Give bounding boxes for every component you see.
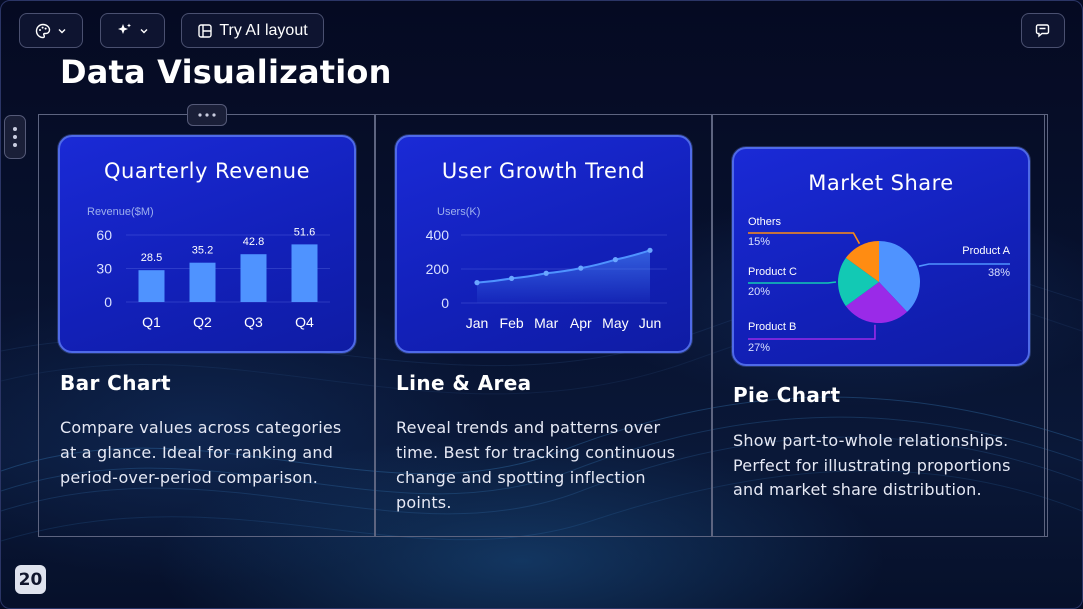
try-ai-layout-label: Try AI layout bbox=[219, 21, 308, 39]
pie-slice bbox=[845, 241, 879, 282]
leader-line bbox=[748, 281, 837, 284]
page-number-badge: 20 bbox=[15, 565, 46, 594]
data-point bbox=[474, 280, 480, 286]
pie-chart: Product A 38% Product B 27% Product C 20% Othe… bbox=[748, 216, 1011, 354]
side-drag-handle[interactable] bbox=[4, 115, 26, 159]
comment-icon bbox=[1035, 24, 1049, 38]
bar-chart-card[interactable]: Quarterly Revenue Revenue($M) 0 30 60 28.5 Q1… bbox=[58, 135, 356, 353]
pie-chart-card[interactable]: Market Share Product A 38% Product B 27% Pro… bbox=[732, 147, 1030, 366]
x-tick-label: Jan bbox=[466, 315, 489, 331]
leader-line bbox=[918, 263, 1010, 267]
palette-icon bbox=[35, 23, 51, 38]
column-divider bbox=[374, 114, 376, 537]
data-point bbox=[509, 275, 515, 281]
pie-slice bbox=[879, 241, 920, 312]
column-description[interactable]: Reveal trends and patterns over time. Be… bbox=[396, 418, 676, 512]
column-heading[interactable]: Pie Chart bbox=[733, 383, 841, 407]
bar bbox=[189, 262, 216, 302]
slice-name-label: Product A bbox=[962, 245, 1010, 257]
y-tick-label: 0 bbox=[441, 295, 449, 311]
x-tick-label: Jun bbox=[639, 315, 662, 331]
slice-value-label: 15% bbox=[748, 236, 770, 248]
leader-line bbox=[748, 324, 876, 340]
block-drag-handle[interactable] bbox=[187, 104, 227, 126]
column-heading[interactable]: Bar Chart bbox=[60, 371, 172, 395]
slice-value-label: 27% bbox=[748, 342, 770, 354]
column-divider bbox=[1044, 114, 1045, 537]
content-grid bbox=[38, 114, 1048, 537]
try-ai-layout-button[interactable]: Try AI layout bbox=[181, 13, 324, 48]
bar bbox=[240, 254, 267, 302]
x-tick-label: Q4 bbox=[295, 314, 314, 330]
x-tick-label: Q1 bbox=[142, 314, 161, 330]
x-tick-label: Feb bbox=[500, 315, 524, 331]
horizontal-dots-icon bbox=[198, 113, 216, 117]
area-chart-card[interactable]: User Growth Trend Users(K) 0 200 400 Jan Feb M… bbox=[395, 135, 692, 353]
area-chart: Users(K) 0 200 400 Jan Feb Mar Apr May Jun bbox=[426, 206, 667, 331]
data-label: 42.8 bbox=[243, 236, 264, 248]
comments-button[interactable] bbox=[1021, 13, 1065, 48]
page-title[interactable]: Data Visualization bbox=[60, 53, 392, 91]
pie-slice bbox=[845, 282, 908, 323]
y-tick-label: 0 bbox=[104, 294, 112, 310]
bar bbox=[291, 244, 318, 302]
magic-menu-button[interactable] bbox=[100, 13, 165, 48]
x-tick-label: Q2 bbox=[193, 314, 212, 330]
column-divider bbox=[711, 114, 713, 537]
y-tick-label: 30 bbox=[96, 261, 112, 277]
y-tick-label: 200 bbox=[426, 261, 450, 277]
slice-value-label: 38% bbox=[988, 267, 1010, 279]
chart-title: Quarterly Revenue bbox=[103, 159, 311, 183]
pie-slice bbox=[838, 257, 879, 307]
data-label: 35.2 bbox=[192, 245, 213, 257]
column-description[interactable]: Compare values across categories at a gl… bbox=[60, 418, 342, 487]
bar-chart: Revenue($M) 0 30 60 28.5 Q1 35.2 Q2 42.8 Q3 51.6 Q4 bbox=[87, 206, 330, 330]
data-label: 51.6 bbox=[294, 226, 315, 238]
chevron-down-icon bbox=[58, 28, 66, 33]
slice-name-label: Product B bbox=[748, 321, 796, 333]
chart-title: User Growth Trend bbox=[441, 159, 646, 183]
chart-title: Market Share bbox=[808, 171, 954, 195]
theme-menu-button[interactable] bbox=[19, 13, 83, 48]
y-axis-label: Revenue($M) bbox=[87, 206, 154, 218]
y-axis-label: Users(K) bbox=[437, 206, 480, 218]
slice-name-label: Product C bbox=[748, 266, 797, 278]
slice-value-label: 20% bbox=[748, 286, 770, 298]
data-point bbox=[578, 265, 584, 271]
column-heading[interactable]: Line & Area bbox=[396, 371, 532, 395]
bar bbox=[138, 270, 165, 302]
y-tick-label: 60 bbox=[96, 227, 112, 243]
column-description[interactable]: Show part-to-whole relationships. Perfec… bbox=[733, 431, 1011, 499]
series-line bbox=[476, 249, 651, 284]
sparkles-icon bbox=[118, 23, 131, 34]
x-tick-label: Q3 bbox=[244, 314, 263, 330]
y-tick-label: 400 bbox=[426, 227, 450, 243]
data-label: 28.5 bbox=[141, 252, 162, 264]
layout-icon bbox=[198, 23, 213, 38]
data-point bbox=[612, 257, 618, 263]
x-tick-label: Mar bbox=[534, 315, 558, 331]
x-tick-label: May bbox=[602, 315, 628, 331]
vertical-dots-icon bbox=[13, 127, 17, 147]
area-fill bbox=[477, 250, 650, 303]
chevron-down-icon bbox=[140, 28, 148, 33]
data-point bbox=[647, 247, 653, 253]
data-point bbox=[543, 270, 549, 276]
x-tick-label: Apr bbox=[570, 315, 592, 331]
leader-line bbox=[748, 232, 861, 245]
slice-name-label: Others bbox=[748, 216, 782, 228]
